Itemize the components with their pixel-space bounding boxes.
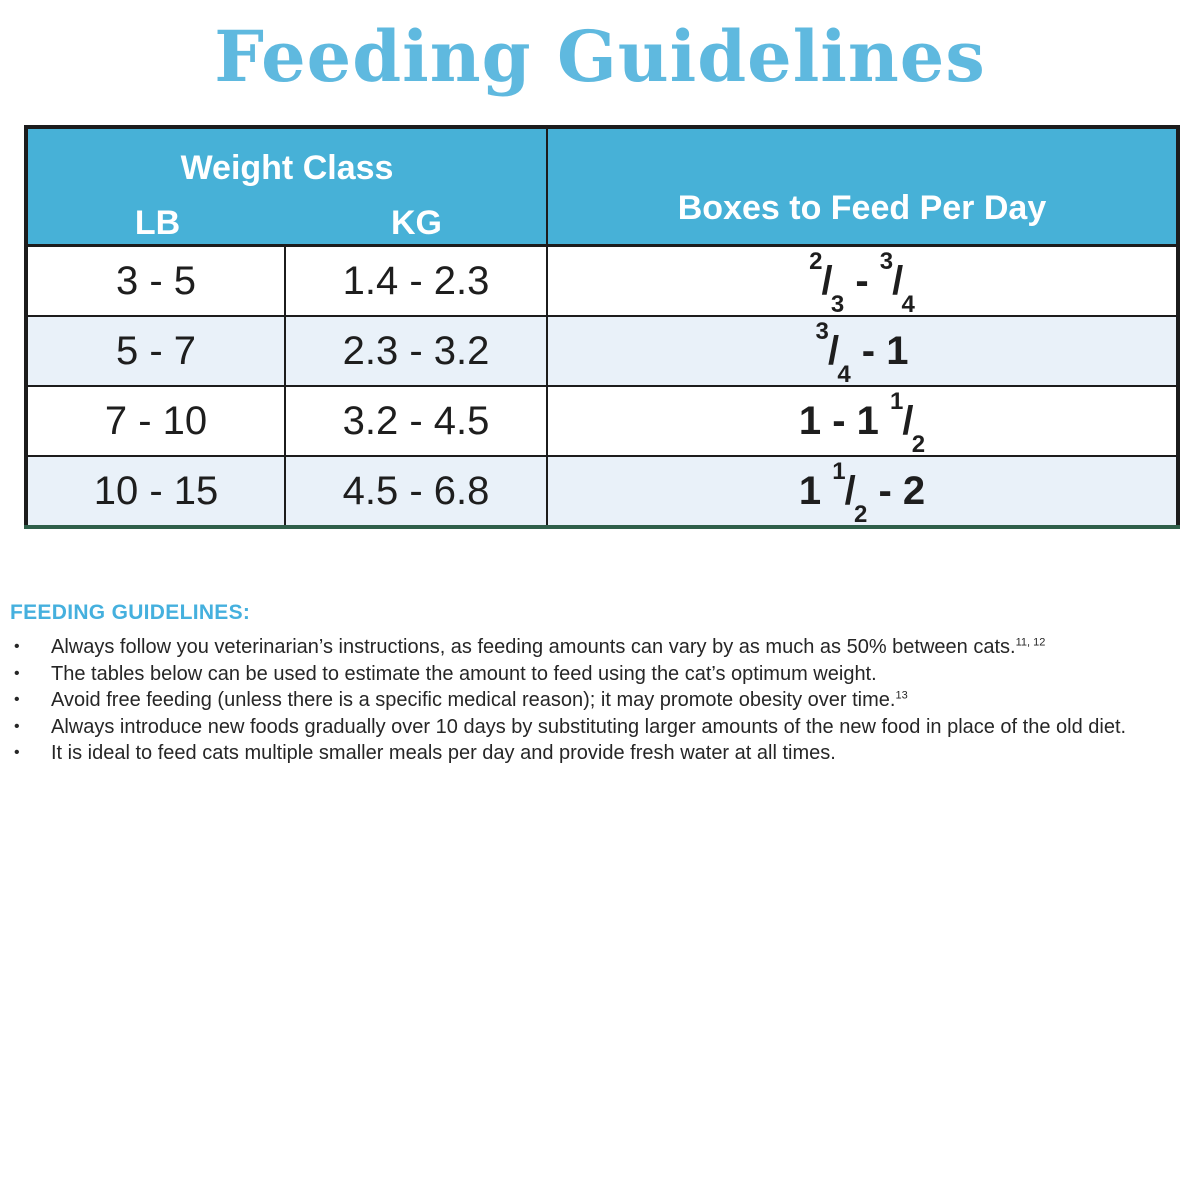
header-row: Weight Class LB KG Boxes to Feed Per Day — [25, 126, 1179, 247]
note-text: The tables below can be used to estimate… — [51, 662, 877, 685]
list-item: • Always follow you veterinarian’s instr… — [10, 634, 1170, 661]
lb-cell: 5 - 7 — [25, 315, 286, 387]
lb-cell: 7 - 10 — [25, 385, 286, 457]
notes-heading: FEEDING GUIDELINES: — [10, 601, 251, 624]
feeding-table-header: Weight Class LB KG Boxes to Feed Per Day — [25, 126, 1179, 247]
bullet-glyph: • — [14, 691, 20, 708]
notes-list: • Always follow you veterinarian’s instr… — [10, 634, 1170, 767]
kg-cell: 3.2 - 4.5 — [284, 385, 548, 457]
feeding-guidelines-notes: FEEDING GUIDELINES: • Always follow you … — [10, 601, 1180, 767]
boxes-column-header: Boxes to Feed Per Day — [677, 189, 1047, 227]
feeding-table: Weight Class LB KG Boxes to Feed Per Day… — [24, 125, 1180, 529]
note-text: It is ideal to feed cats multiple smalle… — [51, 742, 836, 764]
bullet-glyph: • — [14, 744, 20, 761]
note-text: Always follow you veterinarian’s instruc… — [51, 636, 1046, 658]
lb-column-header: LB — [134, 204, 181, 242]
list-item: • Always introduce new foods gradually o… — [10, 714, 1170, 741]
note-text: Always introduce new foods gradually ove… — [51, 715, 1127, 738]
bullet-glyph: • — [14, 717, 20, 735]
table-row: 5 - 7 2.3 - 3.2 3/4 - 1 — [25, 315, 1179, 387]
bullet-glyph: • — [14, 664, 20, 682]
note-text: Avoid free feeding (unless there is a sp… — [51, 689, 908, 711]
lb-cell: 3 - 5 — [25, 244, 286, 317]
bullet-glyph: • — [14, 638, 20, 655]
boxes-column-header-cell: Boxes to Feed Per Day — [546, 126, 1179, 247]
kg-cell: 4.5 - 6.8 — [284, 455, 548, 528]
list-item: • It is ideal to feed cats multiple smal… — [10, 740, 1170, 767]
lb-cell: 10 - 15 — [25, 455, 286, 528]
page-title: Feeding Guidelines — [214, 15, 986, 98]
table-row: 3 - 5 1.4 - 2.3 2/3 - 3/4 — [25, 244, 1179, 317]
list-item: • The tables below can be used to estima… — [10, 661, 1170, 688]
kg-cell: 2.3 - 3.2 — [284, 315, 548, 387]
boxes-cell: 2/3 - 3/4 — [546, 244, 1179, 317]
boxes-cell: 1 1/2 - 2 — [546, 455, 1179, 528]
weight-class-label: Weight Class — [180, 149, 394, 187]
kg-column-header: KG — [391, 204, 442, 242]
feeding-table-body: 3 - 5 1.4 - 2.3 2/3 - 3/4 5 - 7 2.3 - 3.… — [25, 244, 1179, 528]
table-row: 10 - 15 4.5 - 6.8 1 1/2 - 2 — [25, 455, 1179, 528]
kg-cell: 1.4 - 2.3 — [284, 244, 548, 317]
weight-class-header-cell: Weight Class LB KG — [25, 126, 548, 247]
boxes-cell: 3/4 - 1 — [546, 315, 1179, 387]
unit-labels-row: LB KG — [28, 204, 546, 243]
table-row: 7 - 10 3.2 - 4.5 1 - 1 1/2 — [25, 385, 1179, 457]
list-item: • Avoid free feeding (unless there is a … — [10, 687, 1170, 714]
boxes-cell: 1 - 1 1/2 — [546, 385, 1179, 457]
